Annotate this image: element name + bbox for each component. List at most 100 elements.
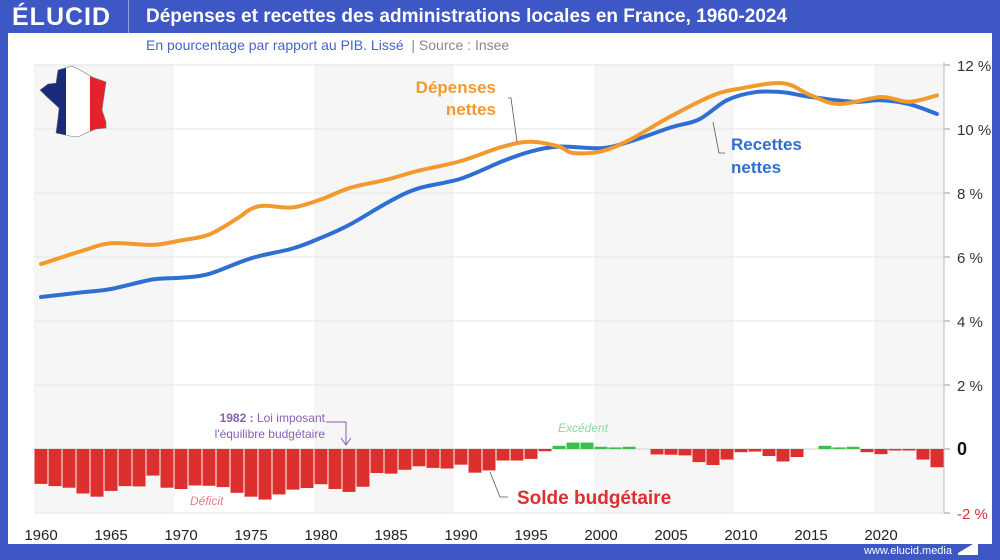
bar-solde [818,445,832,449]
y-tick-label: 8 % [957,186,983,203]
bar-solde [216,449,230,488]
bar-solde [608,447,622,449]
x-tick-label: 2020 [864,527,897,544]
subtitle-text: En pourcentage par rapport au PIB. Lissé [146,37,404,53]
bar-solde [286,449,300,490]
elucid-logo: ÉLUCID [12,3,112,31]
law-text-1: Loi imposant [256,411,325,425]
bar-solde [76,449,90,494]
bar-solde [160,449,174,488]
bar-solde [902,449,916,451]
recettes-leader-line [712,121,725,154]
bar-solde [398,449,412,470]
bar-solde [832,447,846,449]
bar-solde [132,449,146,487]
bar-solde [524,449,538,459]
bar-solde [300,449,314,489]
bar-solde [678,449,692,456]
y-tick-label: 6 % [957,250,983,267]
france-flag-map-icon [39,65,107,138]
source-text: Source : Insee [418,37,510,53]
bar-solde [552,445,566,449]
x-tick-label: 2015 [794,527,827,544]
bar-solde [258,449,272,500]
depenses-label: Dépenses nettes [396,77,496,121]
footer-url[interactable]: www.elucid.media [863,545,952,557]
bar-solde [202,449,216,486]
bar-solde [174,449,188,489]
bar-solde [846,446,860,449]
bar-solde [594,446,608,449]
bar-solde [412,449,426,467]
bar-solde [776,449,790,462]
recettes-label-line1: Recettes [731,135,802,154]
bar-solde [566,442,580,449]
x-tick-label: 1985 [374,527,407,544]
shaded-bands [34,64,944,513]
law-year: 1982 : [219,411,254,425]
x-tick-label: 2005 [654,527,687,544]
bar-solde [930,449,944,468]
line-recettes-nettes [39,89,939,299]
header-divider [128,0,129,33]
bar-solde [622,446,636,449]
bar-solde [454,449,468,465]
x-tick-label: 1975 [234,527,267,544]
x-tick-label: 1970 [164,527,197,544]
bar-solde [580,442,594,449]
bar-solde [790,449,804,457]
bar-solde [104,449,118,491]
solde-leader-line [489,471,508,498]
recettes-label-line2: nettes [731,158,782,177]
x-tick-label: 1990 [444,527,477,544]
shaded-decade-band [594,64,734,513]
bar-solde [916,449,930,460]
axis-ticks: 12 % 10 % 8 % 6 % 4 % 2 % 0 -2 % 1960 1965 1970 197… [24,58,991,544]
bar-solde [314,449,328,485]
depenses-label-line1: Dépenses [415,78,496,97]
bar-solde [706,449,720,465]
bar-solde [146,449,160,476]
bar-solde [496,449,510,461]
bar-solde [650,449,664,455]
bar-solde [692,449,706,463]
bar-solde [342,449,356,492]
recettes-label: Recettes nettes [731,133,802,179]
bar-solde [748,449,762,452]
bar-solde [426,449,440,468]
bar-solde [384,449,398,474]
bar-solde [62,449,76,488]
bar-solde [34,449,48,484]
bar-solde [118,449,132,487]
bar-solde [762,449,776,457]
depenses-label-line2: nettes [445,100,496,119]
y-tick-label: 10 % [957,122,991,139]
x-tick-label: 1980 [304,527,337,544]
x-tick-label: 1965 [94,527,127,544]
bar-solde [888,449,902,451]
gridlines [34,64,944,514]
bar-solde [440,449,454,469]
y-tick-label: -2 % [957,506,988,523]
bar-solde [510,449,524,461]
excedent-label: Excédent [558,421,609,435]
x-tick-label: 1960 [24,527,57,544]
x-tick-label: 1995 [514,527,547,544]
series-lines [39,81,939,299]
bar-solde [734,449,748,453]
y-tick-label: 4 % [957,314,983,331]
bar-solde [370,449,384,473]
bar-solde [244,449,258,497]
line-depenses-nettes [39,81,939,267]
y-tick-label: 12 % [957,58,991,75]
law-arrow-icon [326,421,347,444]
depenses-leader-line [508,97,518,143]
shaded-decade-band [874,64,944,513]
footer-logo-mark-icon [958,541,978,555]
bar-solde [860,449,874,453]
law-text-2: l'équilibre budgétaire [214,427,325,441]
source-separator: | [407,37,419,53]
shaded-decade-band [314,64,454,513]
chart-subtitle: En pourcentage par rapport au PIB. Lissé… [146,37,509,53]
